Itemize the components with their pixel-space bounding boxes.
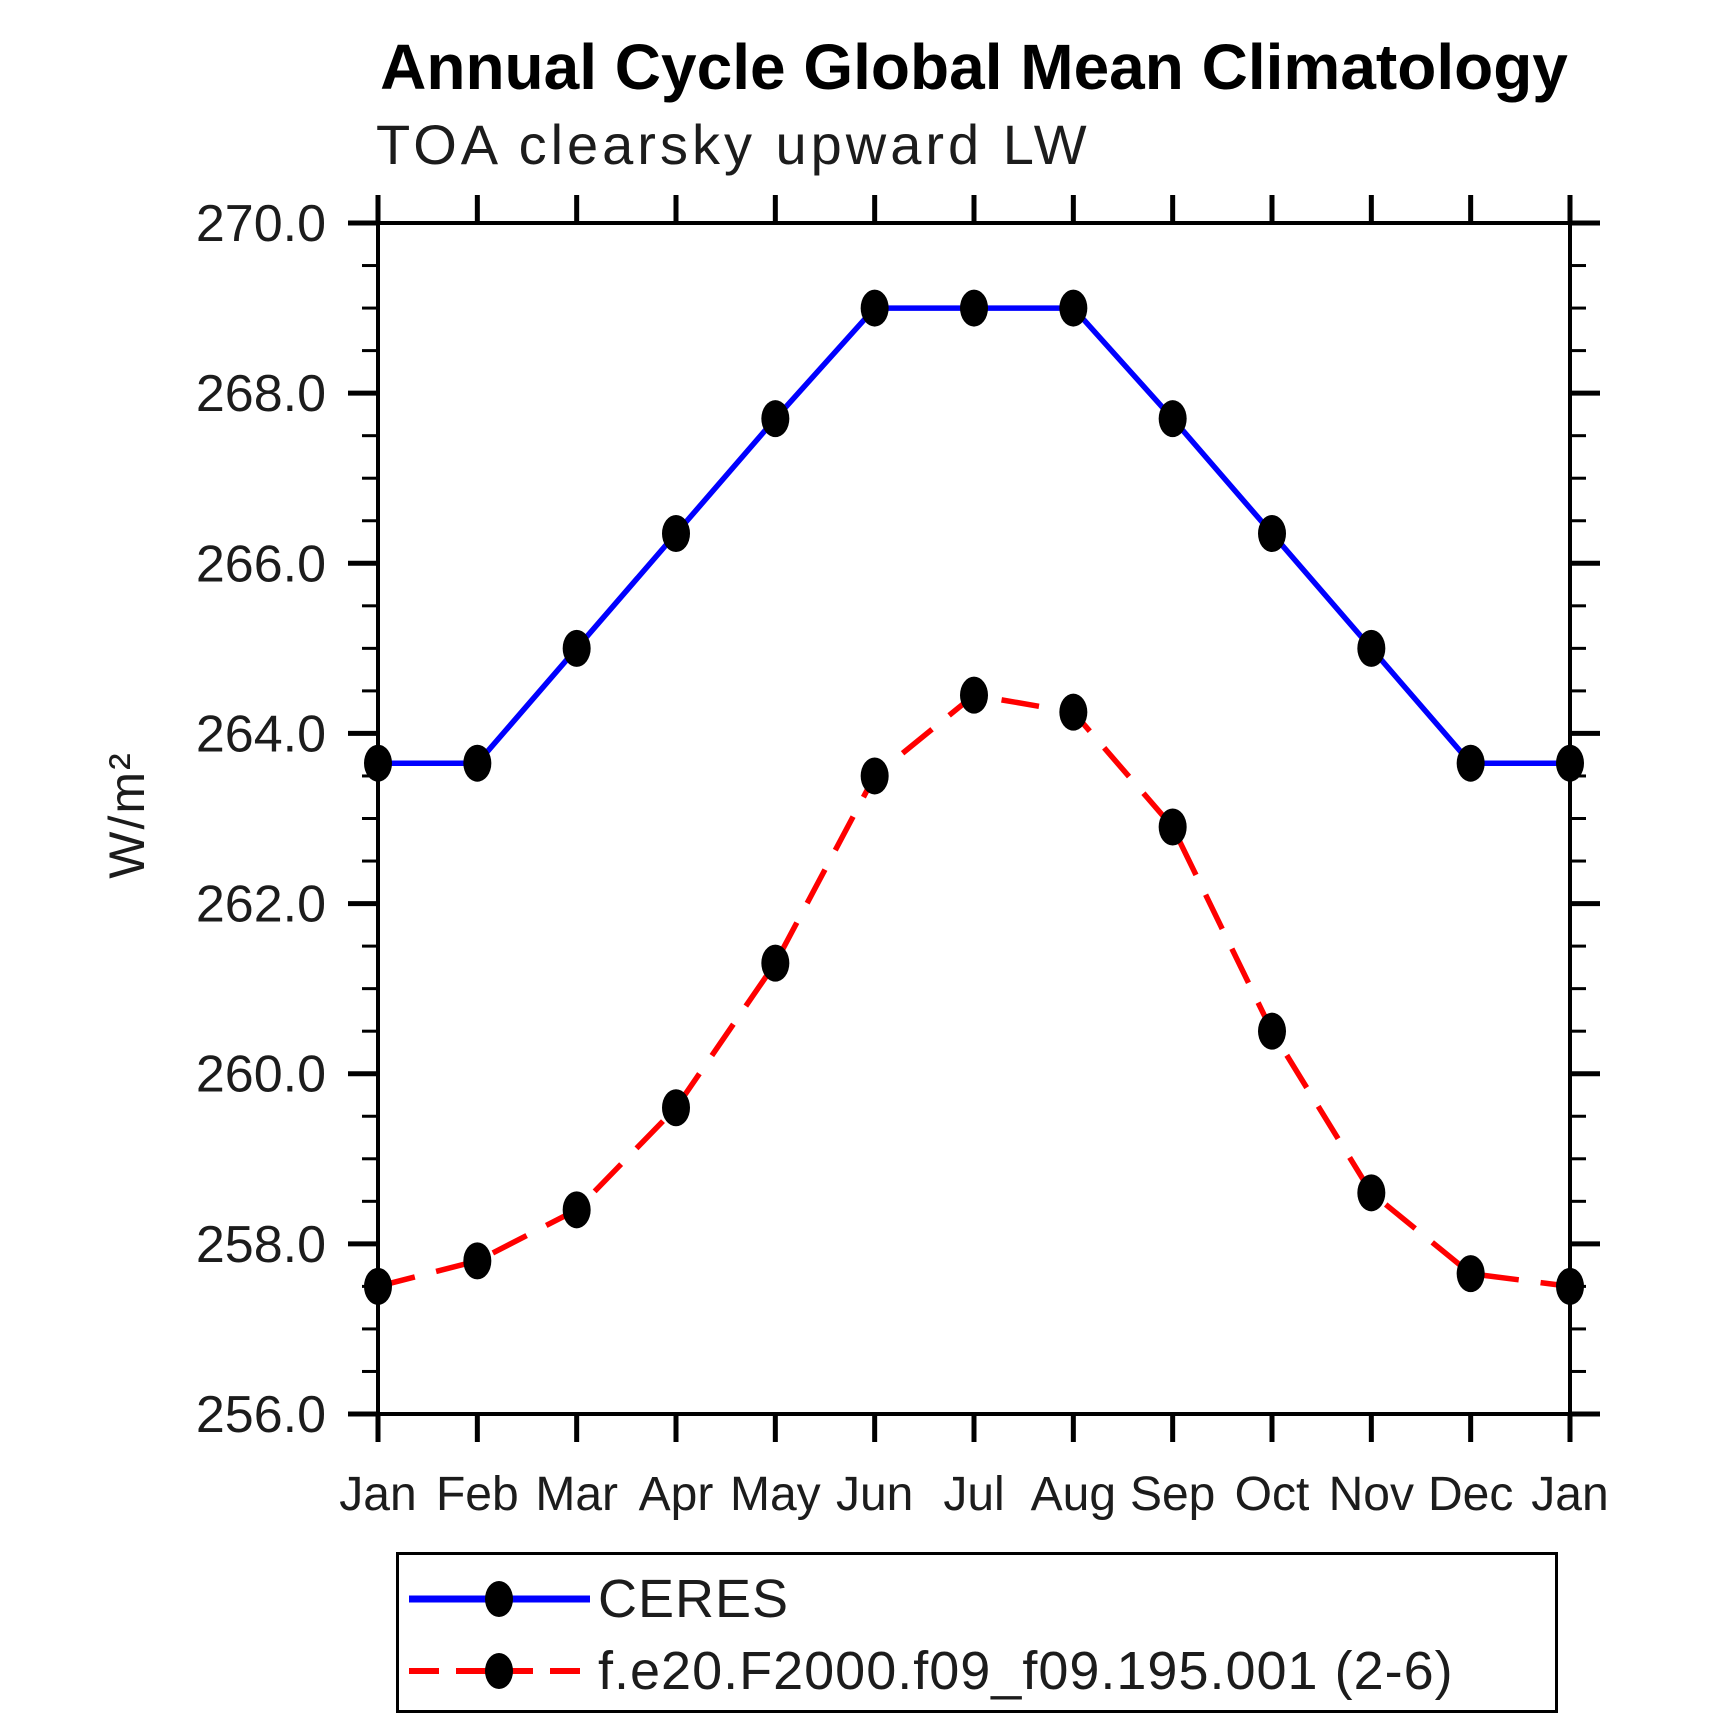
chart-title: Annual Cycle Global Mean Climatology bbox=[380, 31, 1568, 103]
plot-frame bbox=[376, 221, 1572, 1416]
data-point-marker bbox=[562, 629, 591, 667]
x-tick-label: Oct bbox=[1235, 1468, 1310, 1521]
data-point-marker bbox=[562, 1191, 591, 1229]
series-line-model bbox=[377, 692, 1571, 1290]
x-tick-label: Aug bbox=[1031, 1468, 1116, 1521]
y-tick-label: 262.0 bbox=[196, 876, 326, 934]
y-tick-label: 256.0 bbox=[196, 1386, 326, 1444]
legend-item-ceres: CERES bbox=[407, 1567, 789, 1631]
x-tick-label: Sep bbox=[1130, 1468, 1215, 1521]
data-point-marker bbox=[1258, 1012, 1286, 1050]
data-point-marker bbox=[960, 676, 988, 714]
y-tick-label: 260.0 bbox=[196, 1046, 326, 1104]
legend-label-ceres: CERES bbox=[598, 1569, 790, 1629]
data-point-marker bbox=[1158, 400, 1187, 438]
data-point-marker bbox=[1158, 808, 1187, 846]
data-point-marker bbox=[1059, 693, 1088, 731]
x-tick-label: Jun bbox=[836, 1468, 913, 1521]
data-point-marker bbox=[1357, 629, 1386, 667]
ceres-solid-line-marker-icon bbox=[409, 1581, 590, 1617]
legend-label-model: f.e20.F2000.f09_f09.195.001 (2-6) bbox=[598, 1641, 1454, 1701]
data-point-marker bbox=[364, 1267, 392, 1305]
legend-box: CERES f.e20.F2000.f09_f09.195.001 (2-6) bbox=[396, 1552, 1558, 1713]
data-point-marker bbox=[1556, 1267, 1584, 1305]
y-tick-label: 266.0 bbox=[196, 535, 326, 593]
data-point-marker bbox=[860, 289, 889, 327]
data-point-marker bbox=[1357, 1174, 1386, 1212]
y-tick-label: 270.0 bbox=[196, 195, 326, 253]
data-point-marker bbox=[662, 1089, 690, 1127]
chart-subtitle: TOA clearsky upward LW bbox=[376, 113, 1091, 176]
y-tick-label: 264.0 bbox=[196, 705, 326, 763]
data-point-marker bbox=[1556, 744, 1584, 782]
data-point-marker bbox=[364, 744, 392, 782]
x-tick-label: Jan bbox=[339, 1468, 416, 1521]
data-point-marker bbox=[761, 944, 790, 982]
data-point-marker bbox=[1258, 515, 1286, 553]
data-point-marker bbox=[463, 744, 492, 782]
legend-item-model: f.e20.F2000.f09_f09.195.001 (2-6) bbox=[407, 1639, 1454, 1703]
y-tick-label: 258.0 bbox=[196, 1216, 326, 1274]
x-tick-label: Nov bbox=[1329, 1468, 1414, 1521]
x-tick-label: May bbox=[730, 1468, 821, 1521]
x-tick-label: Dec bbox=[1428, 1468, 1513, 1521]
y-tick-label: 268.0 bbox=[196, 365, 326, 423]
x-tick-label: Mar bbox=[535, 1468, 618, 1521]
data-point-marker bbox=[960, 289, 988, 327]
data-point-marker bbox=[761, 400, 790, 438]
data-point-marker bbox=[1456, 1255, 1485, 1293]
data-point-marker bbox=[1059, 289, 1088, 327]
data-point-marker bbox=[463, 1242, 492, 1280]
x-tick-label: Jul bbox=[943, 1468, 1004, 1521]
data-point-marker bbox=[860, 757, 889, 795]
x-tick-label: Jan bbox=[1531, 1468, 1608, 1521]
model-dashed-line-marker-icon bbox=[409, 1653, 590, 1689]
x-tick-label: Feb bbox=[436, 1468, 519, 1521]
data-point-marker bbox=[1456, 744, 1485, 782]
x-tick-label: Apr bbox=[639, 1468, 714, 1521]
data-point-marker bbox=[662, 515, 690, 553]
